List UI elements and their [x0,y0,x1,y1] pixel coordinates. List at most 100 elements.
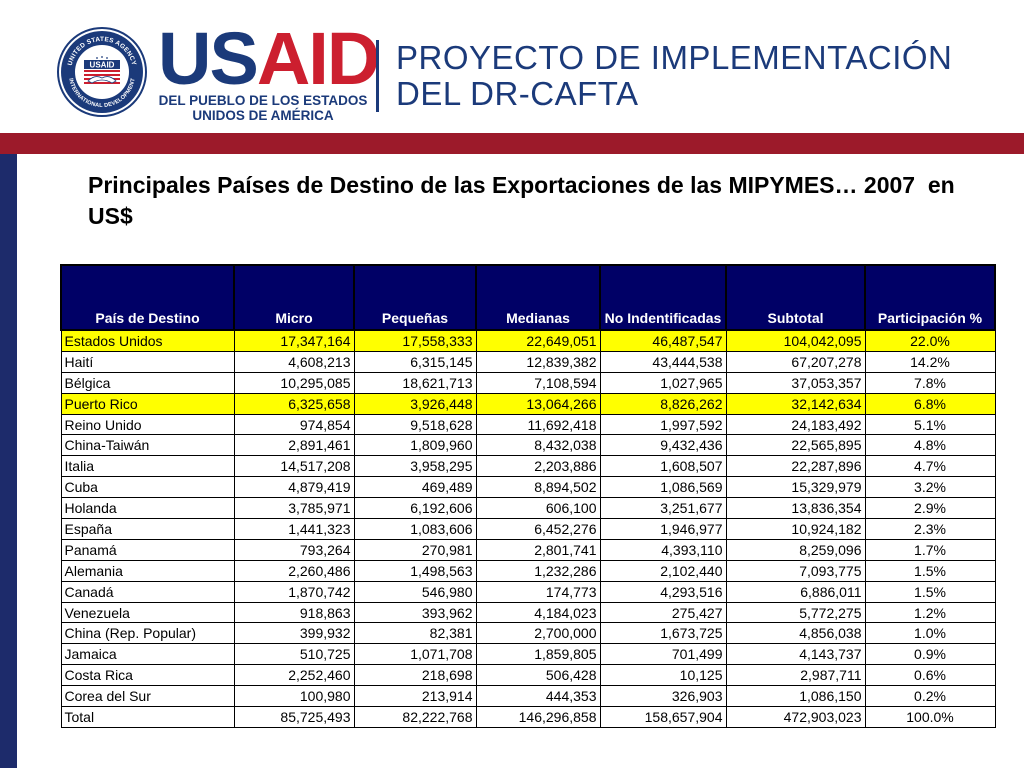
cell-col-micro: 2,891,461 [233,434,355,457]
header-col-medianas: Medianas [475,264,601,331]
cell-col-pais: España [60,518,235,540]
cell-col-no-identificadas: 1,086,569 [599,476,727,499]
cell-col-micro: 2,252,460 [233,664,355,687]
cell-col-pais: Costa Rica [60,664,235,687]
wordmark-us: US [158,17,259,100]
cell-col-participacion: 6.8% [864,392,996,415]
table-row: Haití 4,608,213 6,315,145 12,839,382 43,444,… [60,350,996,373]
cell-col-participacion: 0.6% [864,664,996,687]
cell-col-micro: 14,517,208 [233,455,355,478]
cell-col-micro: 399,932 [233,622,355,645]
cell-col-medianas: 8,432,038 [475,434,601,457]
cell-col-pais: Cuba [60,476,235,499]
cell-col-participacion: 4.8% [864,434,996,457]
cell-col-no-identificadas: 701,499 [599,643,727,666]
cell-col-participacion: 7.8% [864,371,996,394]
cell-col-micro: 10,295,085 [233,371,355,394]
cell-col-no-identificadas: 2,102,440 [599,559,727,582]
cell-col-no-identificadas: 158,657,904 [599,706,727,728]
table-row: Alemania 2,260,486 1,498,563 1,232,286 2,102… [60,559,996,582]
cell-col-pequenas: 18,621,713 [353,371,477,394]
cell-col-pequenas: 6,192,606 [353,497,477,520]
cell-col-pais: Reino Unido [60,413,235,436]
cell-col-no-identificadas: 4,393,110 [599,538,727,561]
cell-col-subtotal: 2,987,711 [725,664,866,687]
header-col-micro: Micro [233,264,355,331]
cell-col-no-identificadas: 275,427 [599,601,727,624]
table-row: Costa Rica 2,252,460 218,698 506,428 10,125 2… [60,664,996,687]
cell-col-pequenas: 393,962 [353,601,477,624]
cell-col-pequenas: 1,083,606 [353,518,477,540]
cell-col-subtotal: 4,143,737 [725,643,866,666]
cell-col-pais: Estados Unidos [60,329,235,352]
cell-col-no-identificadas: 1,673,725 [599,622,727,645]
usaid-tagline: DEL PUEBLO DE LOS ESTADOS UNIDOS DE AMÉR… [158,93,368,123]
cell-col-pequenas: 469,489 [353,476,477,499]
cell-col-medianas: 22,649,051 [475,329,601,352]
cell-col-micro: 100,980 [233,685,355,708]
cell-col-micro: 4,608,213 [233,350,355,373]
header-col-pais: País de Destino [60,264,235,331]
cell-col-pequenas: 1,809,960 [353,434,477,457]
cell-col-medianas: 1,232,286 [475,559,601,582]
cell-col-pequenas: 9,518,628 [353,413,477,436]
cell-col-pais: Haití [60,350,235,373]
cell-col-pequenas: 3,958,295 [353,455,477,478]
cell-col-participacion: 1.2% [864,601,996,624]
table-row: Puerto Rico 6,325,658 3,926,448 13,064,266 8… [60,392,996,415]
table-row: Reino Unido 974,854 9,518,628 11,692,418 1,9… [60,413,996,436]
cell-col-pais: Jamaica [60,643,235,666]
cell-col-pequenas: 1,498,563 [353,559,477,582]
cell-col-subtotal: 10,924,182 [725,518,866,540]
cell-col-participacion: 100.0% [864,706,996,728]
cell-col-pais: Puerto Rico [60,392,235,415]
table-header-row: País de Destino Micro Pequeñas Medianas No I… [60,264,996,331]
cell-col-subtotal: 22,565,895 [725,434,866,457]
cell-col-subtotal: 6,886,011 [725,580,866,603]
cell-col-pais: China-Taiwán [60,434,235,457]
cell-col-pequenas: 3,926,448 [353,392,477,415]
left-blue-bar [0,154,17,768]
cell-col-pais: Venezuela [60,601,235,624]
cell-col-micro: 1,441,323 [233,518,355,540]
cell-col-medianas: 7,108,594 [475,371,601,394]
cell-col-medianas: 11,692,418 [475,413,601,436]
cell-col-medianas: 13,064,266 [475,392,601,415]
table-row: Canadá 1,870,742 546,980 174,773 4,293,516 6,… [60,580,996,603]
cell-col-micro: 3,785,971 [233,497,355,520]
cell-col-medianas: 6,452,276 [475,518,601,540]
cell-col-participacion: 3.2% [864,476,996,499]
cell-col-participacion: 1.5% [864,559,996,582]
table-row: Corea del Sur 100,980 213,914 444,353 326,90… [60,685,996,708]
cell-col-pequenas: 1,071,708 [353,643,477,666]
cell-col-participacion: 1.7% [864,538,996,561]
cell-col-micro: 510,725 [233,643,355,666]
cell-col-medianas: 2,700,000 [475,622,601,645]
cell-col-no-identificadas: 1,997,592 [599,413,727,436]
cell-col-micro: 793,264 [233,538,355,561]
table-row: Bélgica 10,295,085 18,621,713 7,108,594 1,02… [60,371,996,394]
cell-col-participacion: 22.0% [864,329,996,352]
table-row: Jamaica 510,725 1,071,708 1,859,805 701,499 4… [60,643,996,666]
cell-col-pequenas: 6,315,145 [353,350,477,373]
cell-col-micro: 85,725,493 [233,706,355,728]
table-row: China-Taiwán 2,891,461 1,809,960 8,432,038 9… [60,434,996,457]
cell-col-subtotal: 67,207,278 [725,350,866,373]
exports-table: País de Destino Micro Pequeñas Medianas No I… [60,264,996,728]
header-col-pequenas: Pequeñas [353,264,477,331]
cell-col-subtotal: 13,836,354 [725,497,866,520]
cell-col-subtotal: 7,093,775 [725,559,866,582]
cell-col-subtotal: 15,329,979 [725,476,866,499]
cell-col-medianas: 8,894,502 [475,476,601,499]
cell-col-pequenas: 546,980 [353,580,477,603]
cell-col-pais: Alemania [60,559,235,582]
cell-col-no-identificadas: 1,608,507 [599,455,727,478]
cell-col-pais: Panamá [60,538,235,561]
cell-col-subtotal: 22,287,896 [725,455,866,478]
cell-col-medianas: 2,801,741 [475,538,601,561]
cell-col-subtotal: 32,142,634 [725,392,866,415]
header-col-no-identificadas: No Indentificadas [599,264,727,331]
cell-col-participacion: 2.3% [864,518,996,540]
slide-title: Principales Países de Destino de las Exp… [88,172,962,229]
cell-col-micro: 1,870,742 [233,580,355,603]
